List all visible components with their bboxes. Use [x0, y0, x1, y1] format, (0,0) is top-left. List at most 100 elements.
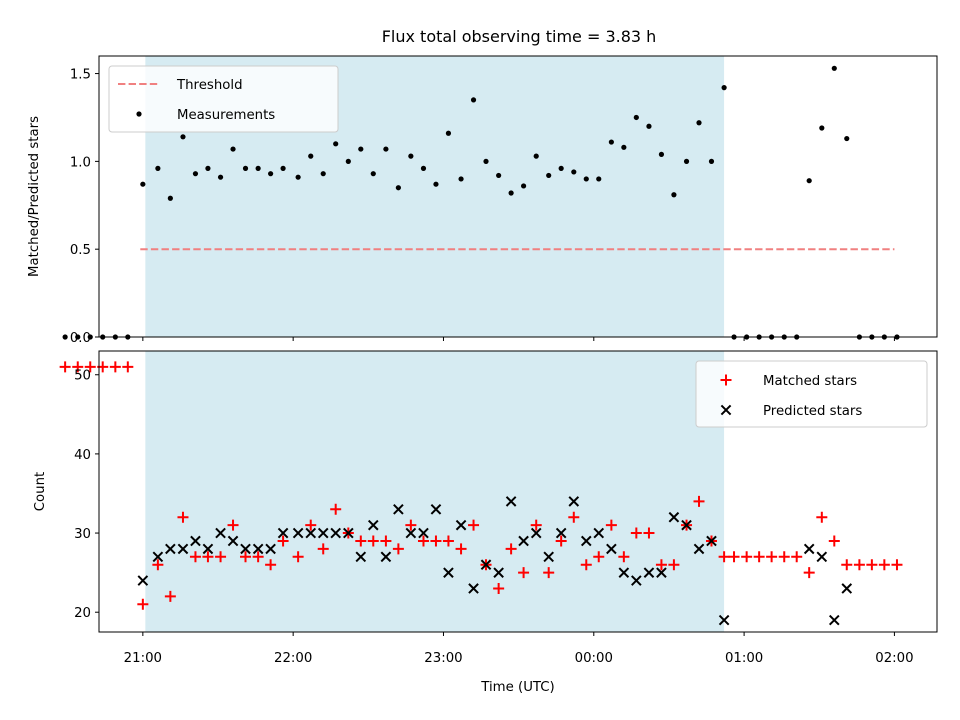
predicted-star-point: [530, 527, 542, 539]
predicted-stars-points: [137, 496, 853, 626]
legend-measurements-label: Measurements: [177, 108, 275, 123]
measurement-point: [255, 165, 261, 171]
x-tick-label: 21:00: [124, 651, 162, 666]
matched-star-point: [753, 551, 765, 563]
predicted-star-point: [493, 567, 504, 578]
matched-star-point: [493, 582, 505, 594]
predicted-star-point: [227, 535, 239, 547]
measurement-point: [205, 165, 211, 171]
matched-star-point: [866, 559, 878, 571]
matched-star-point: [292, 551, 304, 563]
matched-star-point: [791, 551, 803, 563]
chart-title: Flux total observing time = 3.83 h: [382, 27, 657, 46]
predicted-star-point: [165, 543, 176, 555]
predicted-star-point: [367, 519, 379, 531]
measurement-point: [533, 153, 539, 159]
predicted-star-point: [706, 535, 717, 547]
matched-star-point: [417, 535, 429, 547]
measurement-point: [496, 172, 502, 179]
predicted-star-point: [468, 583, 479, 594]
predicted-star-point: [668, 511, 680, 523]
measurement-point: [458, 176, 464, 182]
matched-star-point: [109, 361, 121, 373]
measurement-point: [180, 134, 186, 140]
measurement-point: [308, 153, 314, 159]
top-panel: 0.0 0.5 1.0 1.5 Matched/Predicted stars Thr…: [27, 55, 938, 346]
top-axes-frame: [98, 55, 938, 338]
predicted-star-point: [215, 527, 226, 539]
measurement-point: [571, 169, 577, 175]
x-tick-label: 01:00: [725, 651, 763, 666]
measurement-point: [155, 165, 161, 171]
matched-stars-points: [59, 361, 903, 610]
measurement-point: [192, 171, 199, 177]
predicted-star-point: [618, 567, 630, 578]
legend-matched-swatch: [720, 374, 732, 386]
matched-star-point: [405, 519, 417, 531]
y-tick-label: 50: [74, 369, 91, 384]
bottom-legend: Matched stars Predicted stars: [695, 360, 928, 428]
matched-star-point: [277, 535, 289, 547]
predicted-star-point: [828, 614, 840, 626]
measurement-point: [633, 114, 639, 121]
predicted-star-point: [816, 551, 828, 563]
measurement-point: [140, 181, 146, 187]
predicted-star-point: [656, 567, 667, 578]
predicted-star-point: [152, 551, 164, 563]
measurement-point: [683, 158, 690, 164]
measurement-point: [87, 334, 93, 340]
matched-star-point: [580, 559, 592, 571]
measurement-point: [217, 174, 224, 180]
measurement-point: [320, 171, 326, 177]
matched-star-point: [240, 551, 252, 563]
matched-star-point: [643, 527, 655, 539]
predicted-star-point: [177, 543, 189, 555]
predicted-star-point: [380, 551, 392, 563]
measurement-point: [445, 130, 452, 136]
bottom-shaded-span: [145, 351, 725, 632]
matched-star-point: [442, 535, 454, 547]
matched-star-point: [265, 559, 277, 571]
measurement-point: [844, 135, 850, 142]
measurement-point: [433, 181, 439, 187]
matched-star-point: [202, 551, 214, 563]
measurement-point: [75, 334, 81, 340]
predicted-star-point: [568, 496, 580, 507]
measurement-point: [831, 65, 837, 71]
matched-star-point: [72, 361, 84, 373]
measurement-point: [658, 151, 665, 157]
top-legend: Threshold Measurements: [108, 65, 339, 133]
matched-star-point: [630, 527, 642, 539]
matched-star-point: [227, 519, 239, 531]
predicted-star-point: [265, 543, 276, 555]
matched-star-point: [305, 519, 317, 531]
measurement-point: [621, 144, 627, 150]
matched-star-point: [655, 559, 667, 571]
matched-star-point: [693, 495, 705, 507]
matched-star-point: [841, 559, 853, 571]
matched-star-point: [59, 361, 71, 373]
measurement-point: [420, 165, 427, 171]
predicted-star-point: [681, 519, 692, 531]
x-tick-label: 00:00: [575, 651, 613, 666]
predicted-star-point: [292, 527, 304, 539]
predicted-star-point: [190, 535, 201, 547]
measurement-point: [558, 165, 564, 171]
predicted-star-point: [505, 496, 517, 507]
predicted-star-point: [631, 575, 642, 586]
matched-star-point: [122, 361, 134, 373]
predicted-star-point: [277, 527, 289, 539]
y-tick-label: 20: [74, 606, 91, 621]
matched-star-point: [828, 535, 840, 547]
matched-star-point: [164, 590, 176, 602]
x-tick-label: 02:00: [875, 651, 913, 666]
predicted-star-point: [443, 567, 454, 578]
matched-star-point: [392, 543, 404, 555]
measurement-point: [708, 158, 715, 164]
matched-star-point: [568, 511, 580, 523]
top-x-ticks: [142, 337, 895, 341]
matched-star-point: [718, 551, 730, 563]
measurement-point: [646, 123, 652, 129]
matched-star-point: [543, 567, 555, 579]
